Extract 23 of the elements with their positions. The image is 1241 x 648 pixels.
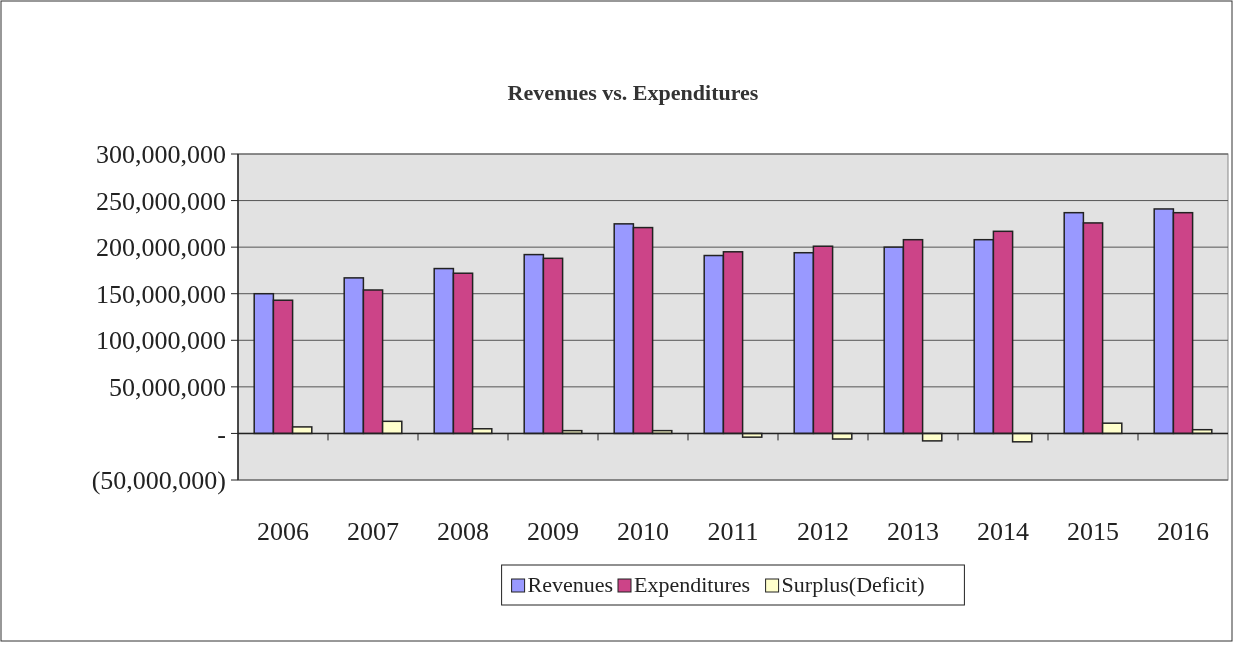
x-tick-label: 2011	[707, 517, 759, 546]
x-tick-label: 2007	[347, 517, 399, 546]
legend-label: Expenditures	[634, 572, 751, 597]
x-tick-label: 2015	[1067, 517, 1119, 546]
y-tick-label: 150,000,000	[96, 279, 226, 309]
legend-label: Surplus(Deficit)	[781, 572, 925, 597]
x-tick-label: 2008	[437, 517, 489, 546]
y-tick-label: 50,000,000	[109, 372, 226, 402]
x-tick-label: 2006	[257, 517, 309, 546]
y-tick-label: 200,000,000	[96, 233, 226, 263]
y-tick-label: 300,000,000	[96, 140, 226, 170]
y-tick-label: (50,000,000)	[91, 466, 226, 496]
x-tick-label: 2013	[887, 517, 939, 546]
y-tick-label: 250,000,000	[96, 186, 226, 216]
y-tick-label: 100,000,000	[96, 326, 226, 356]
x-tick-label: 2012	[797, 517, 849, 546]
x-tick-label: 2009	[527, 517, 579, 546]
x-tick-label: 2016	[1157, 517, 1209, 546]
legend-label: Revenues	[527, 572, 614, 597]
chart-title: Revenues vs. Expenditures	[507, 80, 759, 105]
x-tick-label: 2014	[977, 517, 1029, 546]
y-tick-label: -	[217, 419, 226, 449]
x-tick-label: 2010	[617, 517, 669, 546]
